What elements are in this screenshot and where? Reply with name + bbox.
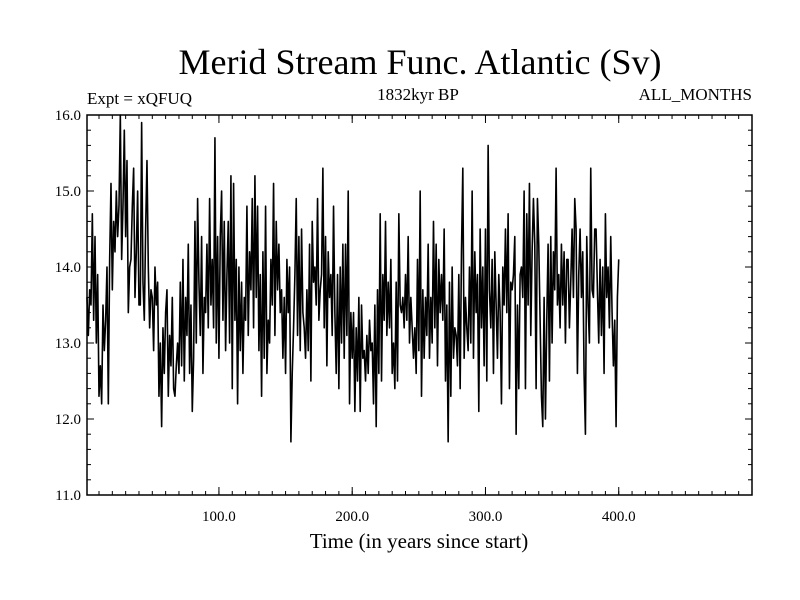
plot-frame xyxy=(86,114,753,496)
x-tick-label: 100.0 xyxy=(202,509,236,525)
x-tick-label: 400.0 xyxy=(602,509,636,525)
y-tick-label: 15.0 xyxy=(55,184,81,200)
y-tick-label: 14.0 xyxy=(55,260,81,276)
experiment-label: Expt = xQFUQ xyxy=(87,89,192,108)
x-tick-label: 200.0 xyxy=(335,509,369,525)
chart-title: Merid Stream Func. Atlantic (Sv) xyxy=(179,42,662,82)
series-line xyxy=(86,114,620,443)
months-label: ALL_MONTHS xyxy=(639,85,752,104)
y-tick-label: 13.0 xyxy=(55,336,81,352)
y-tick-label: 16.0 xyxy=(55,108,81,124)
x-axis-label: Time (in years since start) xyxy=(310,529,529,553)
period-label: 1832kyr BP xyxy=(377,85,459,104)
y-tick-label: 12.0 xyxy=(55,412,81,428)
y-tick-label: 11.0 xyxy=(55,488,81,504)
x-tick-label: 300.0 xyxy=(469,509,503,525)
